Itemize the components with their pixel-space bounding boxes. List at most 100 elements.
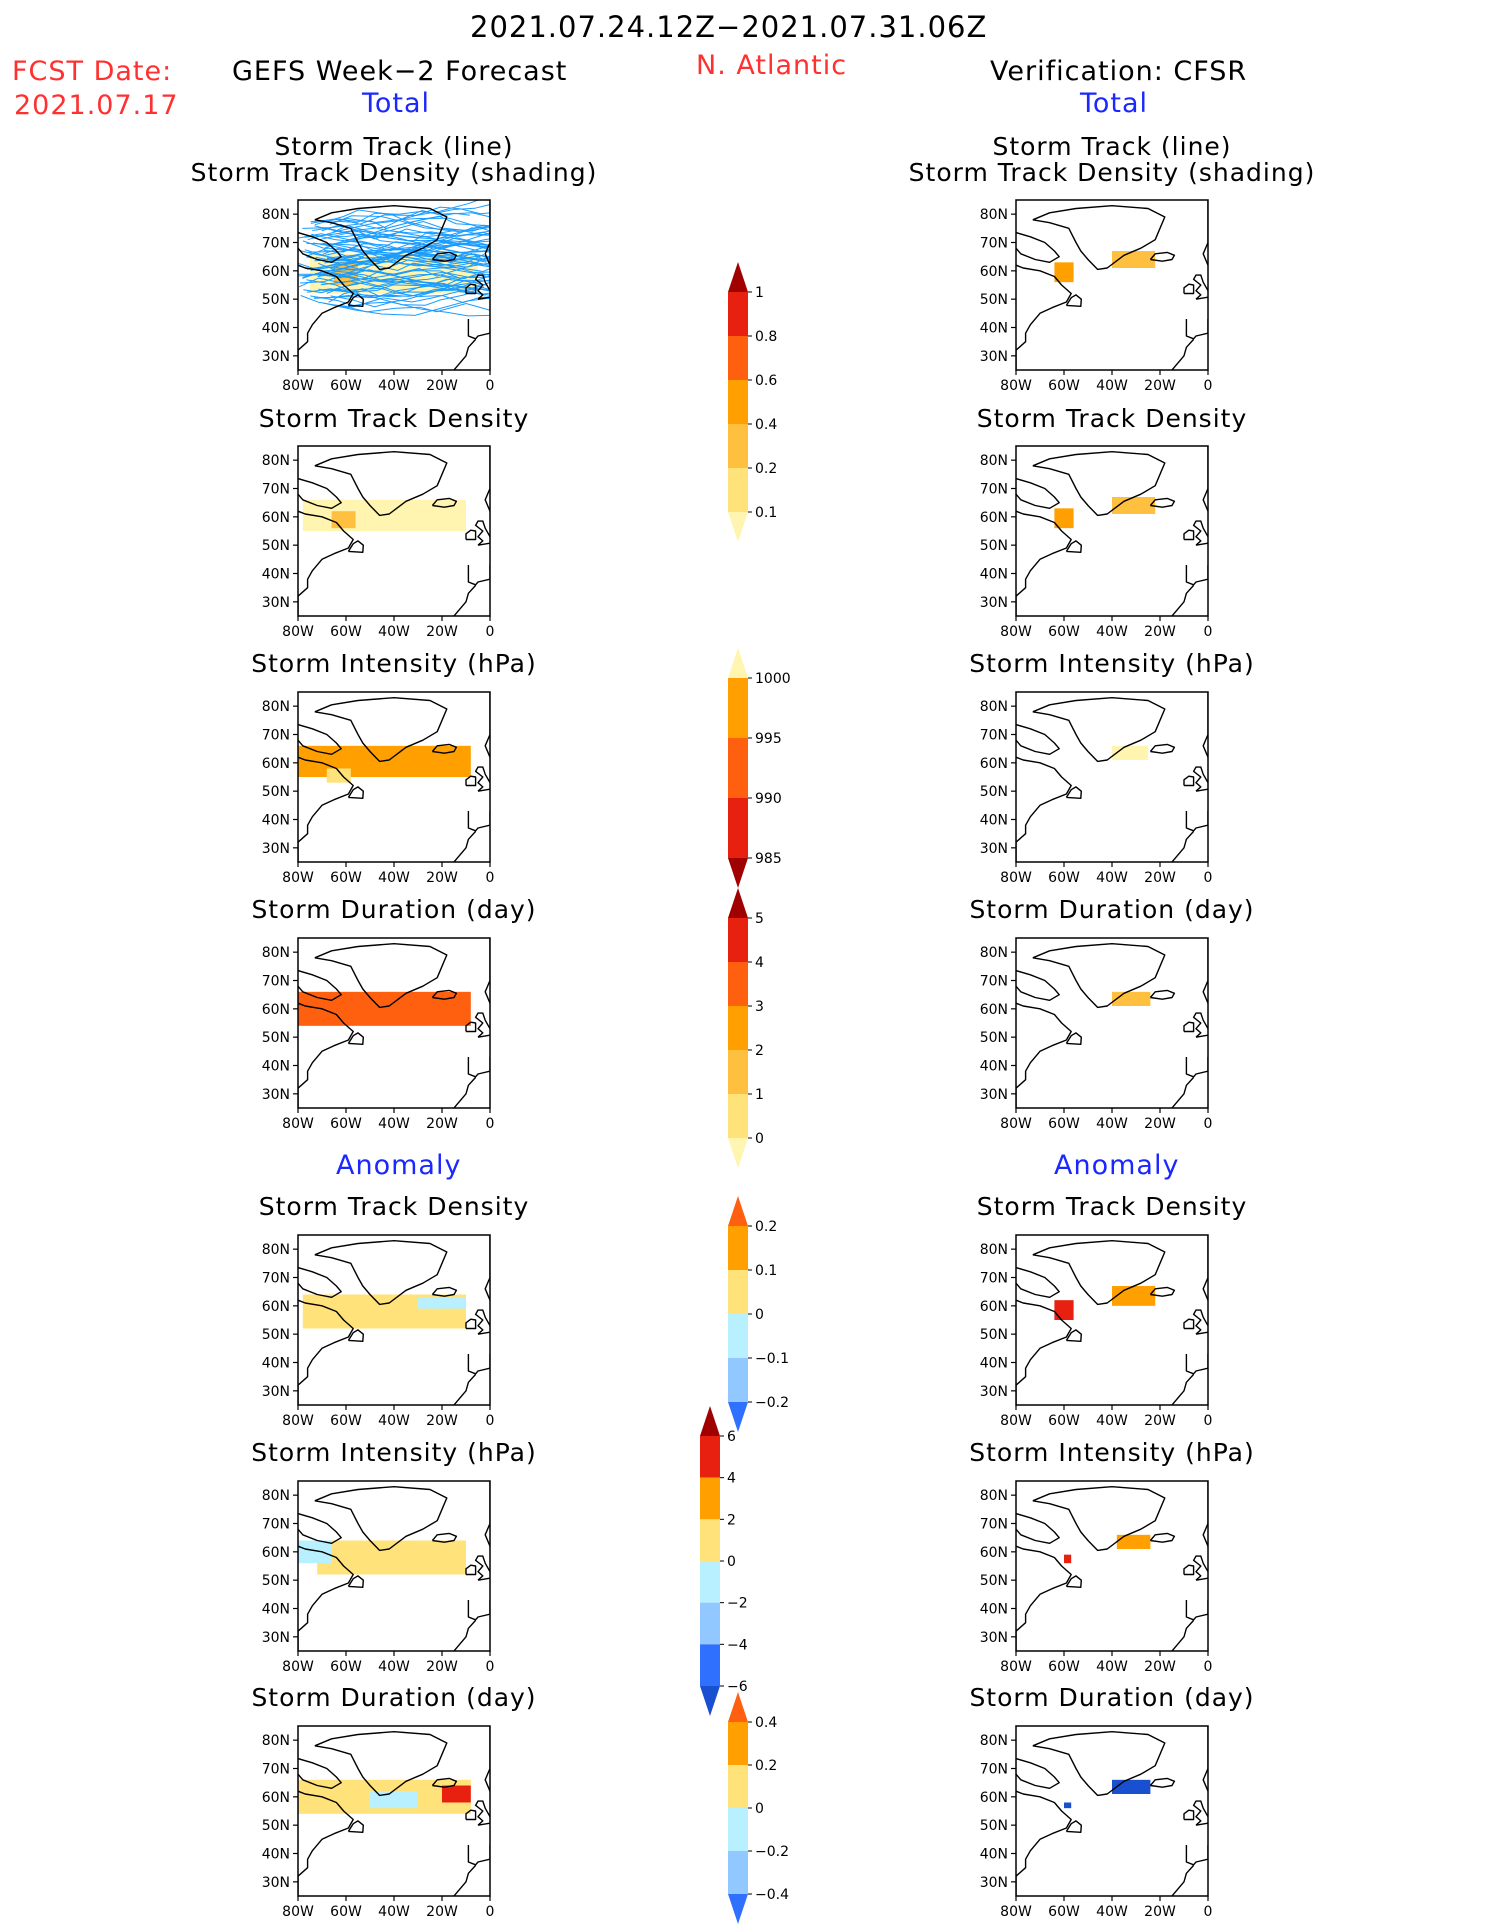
lat-tick-label: 60N	[262, 756, 290, 772]
lat-tick-label: 30N	[980, 1875, 1008, 1891]
coastline	[453, 584, 477, 616]
coastline	[298, 231, 342, 263]
coastline	[314, 205, 448, 271]
lat-tick-label: 50N	[262, 538, 290, 554]
lat-tick-label: 30N	[262, 1875, 290, 1891]
lat-tick-label: 50N	[980, 538, 1008, 554]
shading-cell	[331, 511, 356, 529]
colorbar-top-arrow	[728, 888, 748, 918]
colorbar-label: 1	[755, 285, 764, 301]
lon-tick-label: 20W	[1144, 1904, 1176, 1920]
coastline	[484, 1726, 490, 1792]
shading-cell	[317, 1540, 466, 1575]
coastline	[465, 1318, 477, 1330]
storm-track-line	[303, 272, 490, 294]
lon-tick-label: 60W	[330, 1116, 362, 1132]
colorbar-label: 1	[755, 1087, 764, 1103]
coastline	[298, 1299, 354, 1405]
shading-cell	[1054, 508, 1074, 529]
shading-cell	[1112, 991, 1151, 1006]
lon-tick-label: 20W	[426, 1659, 458, 1675]
lat-tick-label: 30N	[980, 1384, 1008, 1400]
coastline	[1016, 1299, 1072, 1405]
storm-track-line	[315, 262, 490, 279]
lon-tick-label: 20W	[426, 378, 458, 394]
coastline	[314, 943, 448, 1009]
lon-tick-label: 60W	[330, 624, 362, 640]
colorbar-label: 0.1	[755, 505, 777, 521]
lon-tick-label: 60W	[1048, 378, 1080, 394]
lat-tick-label: 70N	[980, 1271, 1008, 1287]
lat-tick-label: 80N	[980, 453, 1008, 469]
colorbar-label: 4	[727, 1471, 736, 1487]
storm-track-line	[300, 295, 490, 313]
colorbar-swatch	[728, 1358, 748, 1402]
coastline	[484, 1481, 490, 1547]
lon-tick-label: 80W	[1000, 870, 1032, 886]
colorbar-swatch	[728, 380, 748, 424]
coastline	[465, 775, 477, 787]
shading-cell	[1112, 1779, 1151, 1794]
anomaly-right-label: Anomaly	[1054, 1150, 1180, 1181]
coastline	[467, 1354, 490, 1375]
lat-tick-label: 80N	[262, 1488, 290, 1504]
colorbar-swatch	[700, 1436, 720, 1478]
colorbar-swatch	[728, 1765, 748, 1808]
coastline	[484, 446, 490, 512]
lon-tick-label: 40W	[378, 378, 410, 394]
coastline	[431, 1777, 458, 1788]
lon-tick-label: 40W	[1096, 1904, 1128, 1920]
lat-tick-label: 70N	[980, 1517, 1008, 1533]
fcst-track-title-1: Storm Track (line)	[274, 132, 514, 161]
coastline	[1149, 743, 1176, 754]
lat-tick-label: 80N	[980, 699, 1008, 715]
lon-tick-label: 80W	[282, 624, 314, 640]
storm-track-line	[332, 225, 490, 258]
lat-tick-label: 40N	[262, 813, 290, 829]
coastline	[1032, 1486, 1166, 1552]
lon-tick-label: 40W	[378, 870, 410, 886]
colorbar-bottom-arrow	[728, 512, 748, 542]
obs-duration-map: 80N 70N 60N 50N 40N 30N 80W 60W 40W 20W 0	[980, 937, 1212, 1132]
storm-track-line	[329, 206, 490, 225]
colorbar-label: −2	[727, 1596, 748, 1612]
fcst-label: FCST Date:	[12, 56, 173, 87]
coastline	[465, 1564, 477, 1576]
coastline	[474, 1309, 490, 1335]
colorbar-swatch	[700, 1644, 720, 1686]
obs-density-map: 80N 70N 60N 50N 40N 30N 80W 60W 40W 20W 0	[980, 445, 1212, 640]
colorbar-swatch	[728, 1270, 748, 1314]
coastline	[1185, 1057, 1208, 1078]
coastline	[1192, 766, 1208, 792]
coastline	[431, 743, 458, 754]
lat-tick-label: 80N	[980, 945, 1008, 961]
colorbar-label: 990	[755, 791, 782, 807]
lat-tick-label: 30N	[980, 841, 1008, 857]
colorbar-label: 3	[755, 999, 764, 1015]
shading-cell	[302, 499, 466, 531]
lon-tick-label: 60W	[1048, 870, 1080, 886]
lat-tick-label: 30N	[262, 1087, 290, 1103]
coastline	[1032, 1731, 1166, 1797]
coastline	[431, 251, 458, 262]
coastline	[474, 520, 490, 546]
coastline	[467, 1600, 490, 1621]
coastline	[484, 1235, 490, 1301]
lon-tick-label: 40W	[378, 1904, 410, 1920]
coastline	[1016, 264, 1072, 370]
coastline	[1149, 497, 1176, 508]
lon-tick-label: 20W	[426, 1413, 458, 1429]
coastline	[298, 969, 342, 1001]
colorbar-swatch	[728, 1314, 748, 1358]
lon-tick-label: 0	[1204, 1904, 1213, 1920]
lat-tick-label: 80N	[980, 1242, 1008, 1258]
lat-tick-label: 60N	[980, 510, 1008, 526]
lon-tick-label: 0	[486, 378, 495, 394]
coastline	[298, 264, 354, 370]
obs-density-anom-title: Storm Track Density	[976, 1192, 1248, 1221]
fcst-date: 2021.07.17	[14, 90, 179, 121]
lon-tick-label: 60W	[1048, 1413, 1080, 1429]
coastline	[1016, 1266, 1060, 1298]
coastline	[1185, 1600, 1208, 1621]
lon-tick-label: 20W	[426, 624, 458, 640]
